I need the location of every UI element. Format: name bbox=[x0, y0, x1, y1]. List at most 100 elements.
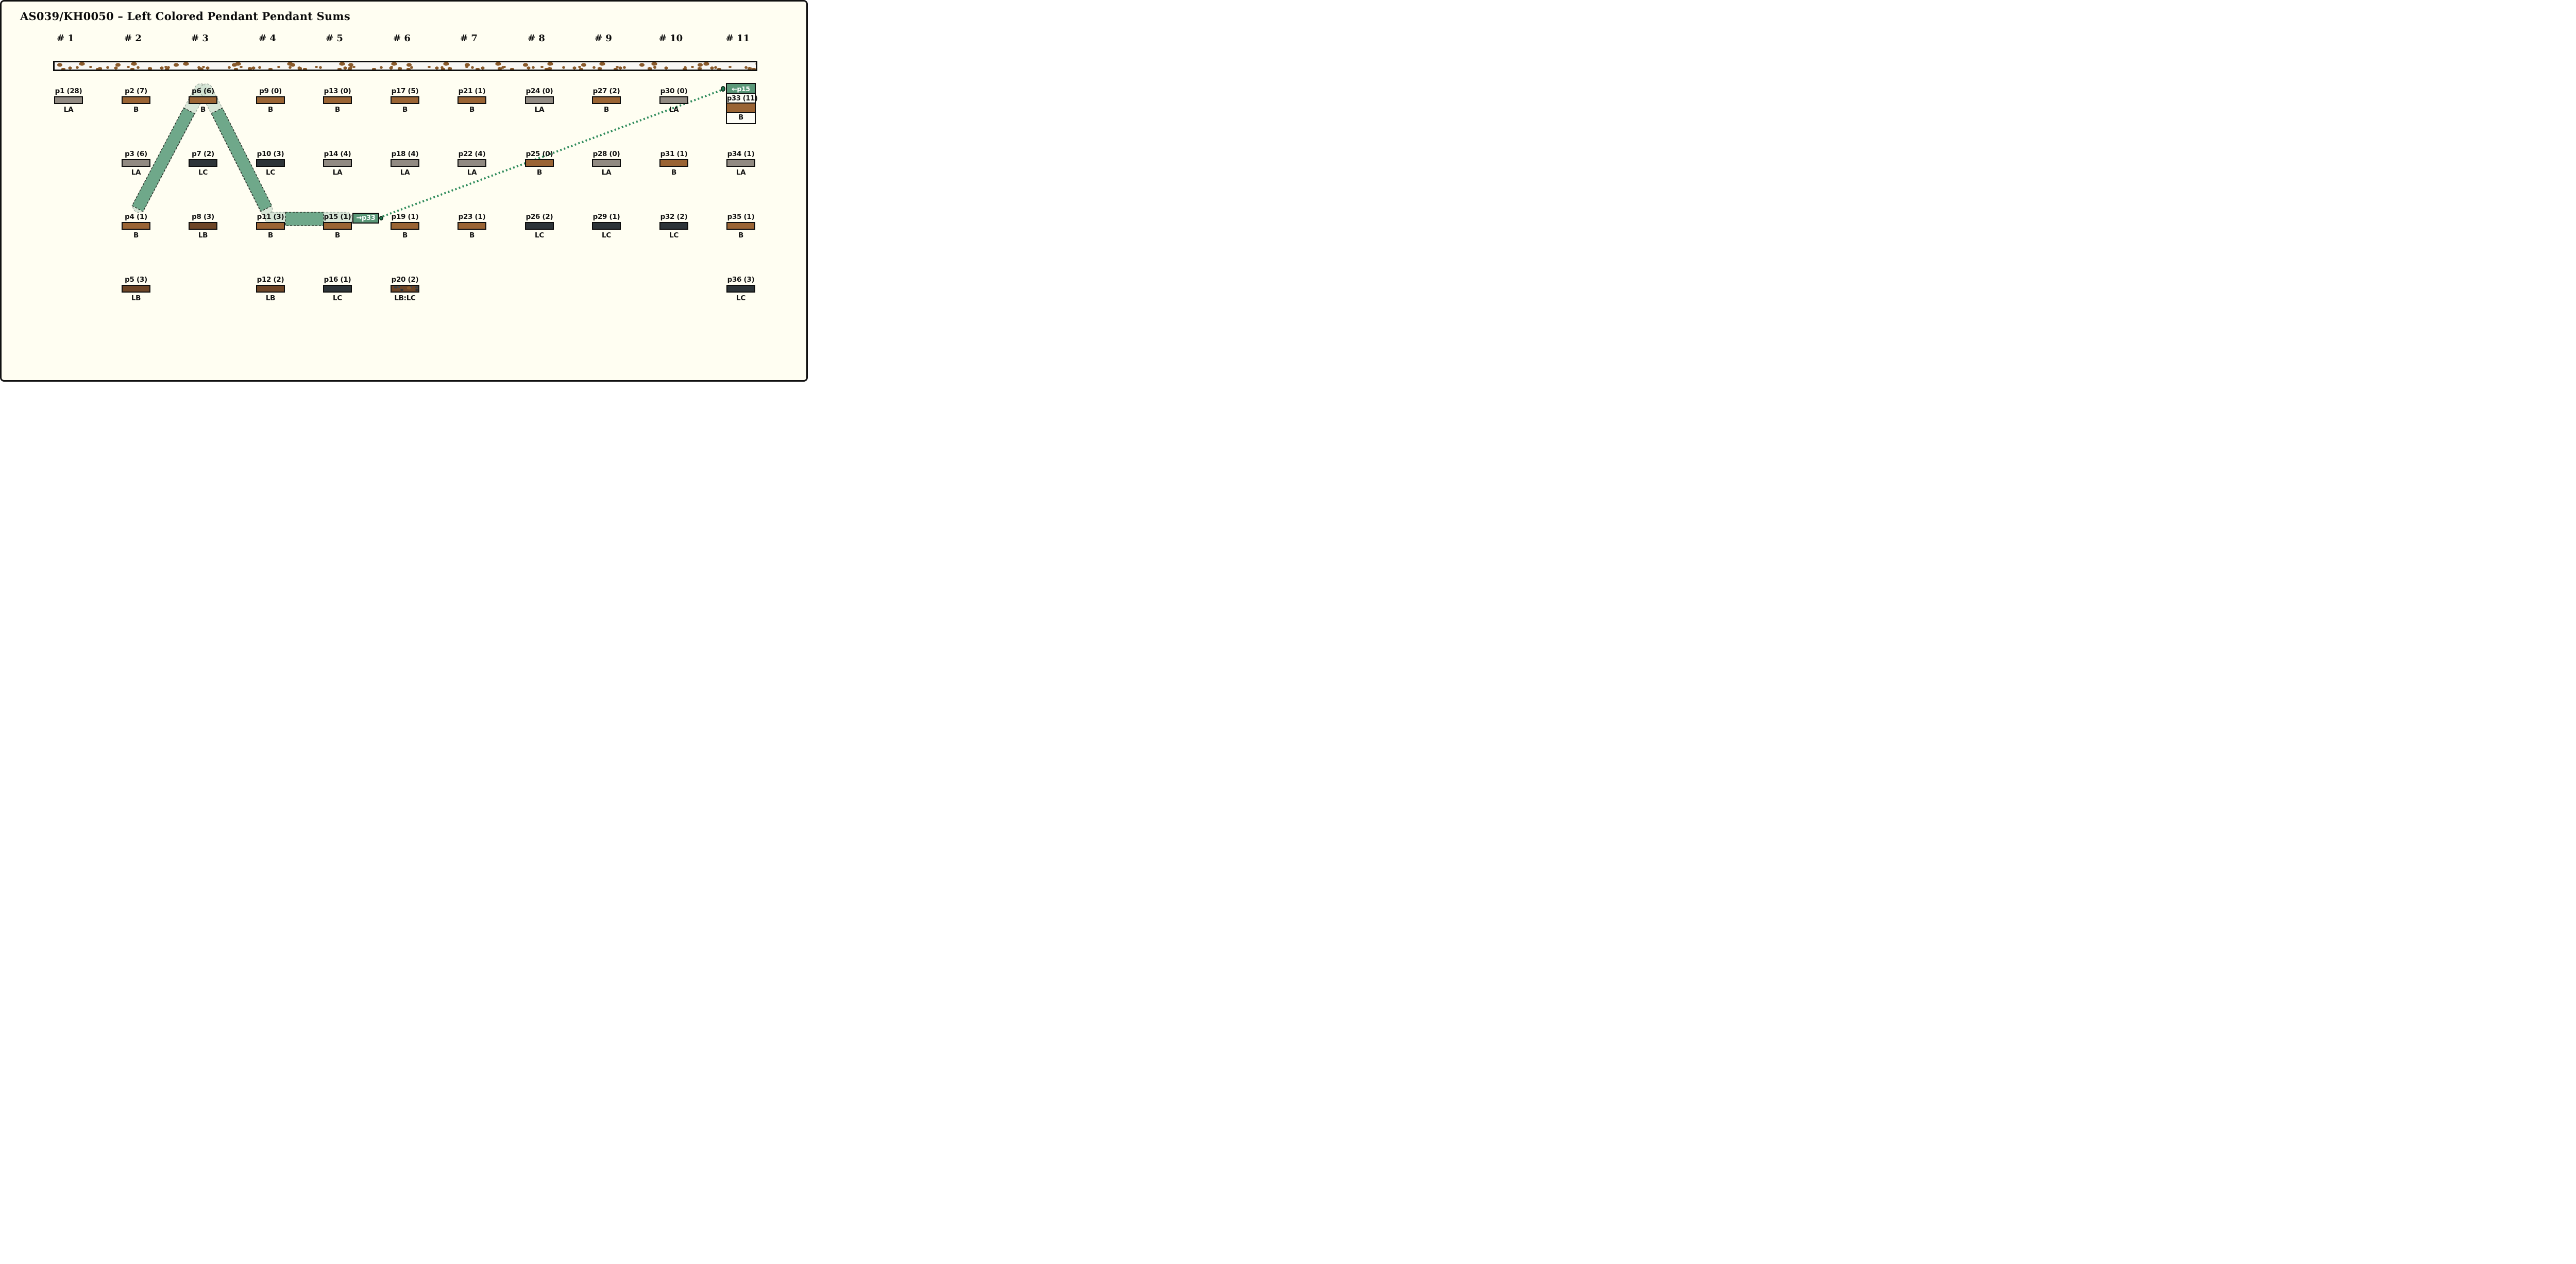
pendant-p12: p12 (2) LB bbox=[247, 276, 294, 302]
pendant-bar bbox=[256, 96, 285, 104]
pendant-p11: p11 (3) B bbox=[247, 213, 294, 240]
pendant-bar bbox=[391, 96, 419, 104]
pendant-label: p27 (2) bbox=[592, 87, 620, 95]
pendant-type: B bbox=[738, 231, 743, 240]
pendant-bar bbox=[391, 159, 419, 167]
pendant-p36: p36 (3) LC bbox=[718, 276, 764, 302]
pendant-type: LB bbox=[131, 294, 141, 302]
pendant-p14: p14 (4) LA bbox=[314, 150, 361, 177]
pendant-p6: p6 (6) B bbox=[180, 87, 226, 114]
pendant-p18: p18 (4) LA bbox=[382, 150, 428, 177]
pendant-label: p19 (1) bbox=[391, 213, 419, 221]
pendant-bar bbox=[726, 222, 755, 230]
pendant-label: p5 (3) bbox=[125, 276, 147, 284]
path-endpoint-dot-end bbox=[721, 86, 725, 92]
pendant-p20: p20 (2) LB:LC bbox=[382, 276, 428, 302]
pendant-bar bbox=[189, 159, 217, 167]
pendant-label: p16 (1) bbox=[324, 276, 351, 284]
pendant-p31: p31 (1) B bbox=[651, 150, 697, 177]
pendant-label: p26 (2) bbox=[526, 213, 553, 221]
p33-type: B bbox=[738, 114, 743, 122]
column-header-5: # 5 bbox=[326, 33, 343, 44]
pendant-type: LA bbox=[669, 106, 679, 114]
p33-incoming-label: ←p15 bbox=[727, 84, 755, 94]
pendant-p13: p13 (0) B bbox=[314, 87, 361, 114]
diagram-canvas: AS039/KH0050 – Left Colored Pendant Pend… bbox=[0, 0, 808, 382]
pendant-bar bbox=[256, 159, 285, 167]
pendant-p4: p4 (1) B bbox=[113, 213, 159, 240]
pendant-label: p4 (1) bbox=[125, 213, 147, 221]
pendant-bar bbox=[457, 159, 486, 167]
pendant-label: p36 (3) bbox=[727, 276, 755, 284]
pendant-bar bbox=[592, 96, 621, 104]
p33-label: p33 (11) bbox=[727, 95, 758, 104]
pendant-type: B bbox=[268, 106, 273, 114]
pendant-p22: p22 (4) LA bbox=[449, 150, 495, 177]
pendant-p17: p17 (5) B bbox=[382, 87, 428, 114]
pendant-label: p18 (4) bbox=[391, 150, 419, 158]
pendant-bar bbox=[659, 159, 688, 167]
pendant-label: p31 (1) bbox=[660, 150, 688, 158]
pendant-p3: p3 (6) LA bbox=[113, 150, 159, 177]
pendant-p21: p21 (1) B bbox=[449, 87, 495, 114]
column-header-3: # 3 bbox=[191, 33, 209, 44]
pendant-bar bbox=[189, 222, 217, 230]
pendant-type: B bbox=[402, 106, 408, 114]
path-continuation-label: →p33 bbox=[352, 213, 379, 224]
pendant-p32: p32 (2) LC bbox=[651, 213, 697, 240]
pendant-bar bbox=[323, 222, 352, 230]
pendant-type: LA bbox=[400, 168, 410, 177]
pendant-label: p29 (1) bbox=[592, 213, 620, 221]
pendant-type: B bbox=[268, 231, 273, 240]
pendant-label: p8 (3) bbox=[192, 213, 214, 221]
pendant-bar bbox=[457, 96, 486, 104]
pendant-label: p17 (5) bbox=[391, 87, 419, 95]
column-header-1: # 1 bbox=[57, 33, 74, 44]
pendant-label: p6 (6) bbox=[192, 87, 214, 95]
pendant-p25: p25 (0) B bbox=[516, 150, 563, 177]
pendant-bar bbox=[525, 96, 554, 104]
pendant-label: p10 (3) bbox=[257, 150, 284, 158]
pendant-type: B bbox=[469, 231, 474, 240]
pendant-p15: p15 (1) B bbox=[314, 213, 361, 240]
pendant-type: B bbox=[335, 106, 340, 114]
pendant-bar bbox=[122, 285, 150, 293]
pendant-p19: p19 (1) B bbox=[382, 213, 428, 240]
pendant-label: p28 (0) bbox=[592, 150, 620, 158]
pendant-p30: p30 (0) LA bbox=[651, 87, 697, 114]
pendant-type: B bbox=[402, 231, 408, 240]
pendant-p23: p23 (1) B bbox=[449, 213, 495, 240]
pendant-bar bbox=[525, 159, 554, 167]
pendant-label: p12 (2) bbox=[257, 276, 284, 284]
pendant-type: B bbox=[671, 168, 676, 177]
column-header-9: # 9 bbox=[595, 33, 612, 44]
pendant-type: LA bbox=[63, 106, 74, 114]
path-leg-p4-p6-band bbox=[131, 107, 195, 212]
pendant-type: B bbox=[537, 168, 542, 177]
pendant-bar bbox=[189, 96, 217, 104]
textured-summary-bar bbox=[53, 61, 757, 71]
pendant-type: B bbox=[200, 106, 206, 114]
pendant-bar bbox=[54, 96, 83, 104]
pendant-p2: p2 (7) B bbox=[113, 87, 159, 114]
pendant-type: LB:LC bbox=[394, 294, 416, 302]
pendant-type: B bbox=[604, 106, 609, 114]
pendant-p34: p34 (1) LA bbox=[718, 150, 764, 177]
pendant-label: p14 (4) bbox=[324, 150, 351, 158]
pendant-type: LB bbox=[265, 294, 276, 302]
pendant-p9: p9 (0) B bbox=[247, 87, 294, 114]
pendant-label: p25 (0) bbox=[526, 150, 553, 158]
column-header-10: # 10 bbox=[658, 33, 683, 44]
pendant-bar bbox=[592, 222, 621, 230]
pendant-bar bbox=[726, 159, 755, 167]
pendant-bar bbox=[659, 222, 688, 230]
p33-bar bbox=[727, 104, 755, 113]
pendant-p8: p8 (3) LB bbox=[180, 213, 226, 240]
pendant-label: p24 (0) bbox=[526, 87, 553, 95]
pendant-p35: p35 (1) B bbox=[718, 213, 764, 240]
pendant-label: p35 (1) bbox=[727, 213, 755, 221]
pendant-type: LC bbox=[266, 168, 275, 177]
pendant-bar bbox=[323, 285, 352, 293]
path-overlay bbox=[131, 83, 723, 226]
pendant-bar bbox=[323, 96, 352, 104]
